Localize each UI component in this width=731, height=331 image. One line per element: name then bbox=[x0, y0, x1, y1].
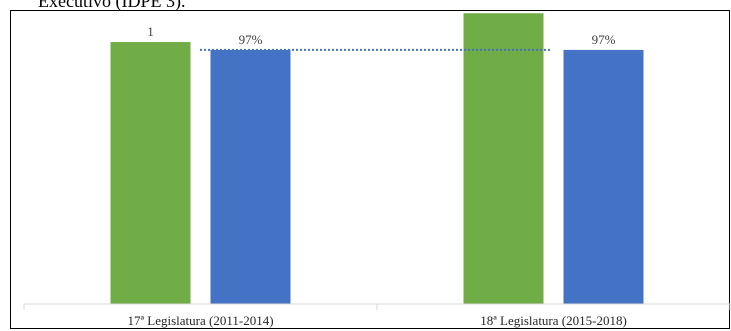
data-label-series1-cat1: 1 bbox=[147, 24, 154, 39]
data-label-series2-cat1: 97% bbox=[239, 32, 263, 47]
data-label-series2-cat2: 97% bbox=[592, 32, 616, 47]
x-tick-label-2: 18ª Legislatura (2015-2018) bbox=[480, 313, 627, 328]
bar-series2-cat1 bbox=[210, 49, 291, 305]
x-tick-label-1: 17ª Legislatura (2011-2014) bbox=[127, 313, 273, 328]
chart-heading: Executivo (IDPE 3). bbox=[38, 0, 186, 11]
bar-series1-cat1 bbox=[110, 42, 191, 304]
bar-series2-cat2 bbox=[563, 49, 644, 305]
bar-series1-cat2 bbox=[463, 13, 544, 304]
